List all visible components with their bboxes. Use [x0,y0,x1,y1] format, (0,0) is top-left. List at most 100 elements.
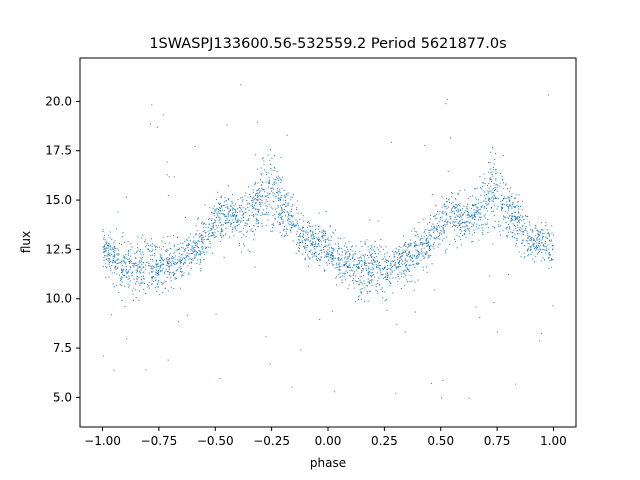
data-point [528,235,530,237]
data-point [500,206,502,208]
data-point [364,259,366,261]
data-point [196,242,198,244]
data-point [156,263,158,265]
data-point [359,291,361,293]
data-point [192,260,194,262]
data-point [539,232,541,234]
data-point [214,231,216,233]
data-point [331,257,333,259]
data-point [190,267,192,269]
data-point [137,270,139,272]
data-point [548,257,550,259]
data-point [211,252,213,254]
data-point [255,193,257,195]
data-point [429,247,431,249]
data-point [503,196,505,198]
data-point [213,221,215,223]
data-point [198,253,200,255]
data-point [172,263,174,265]
data-point [301,241,303,243]
data-point [201,240,203,242]
data-point [301,230,303,232]
data-point [277,190,279,192]
data-point [511,212,513,214]
data-point [460,238,462,240]
data-point [461,219,463,221]
data-point [224,220,226,222]
data-point [301,227,303,229]
data-point [276,196,278,198]
data-point [460,229,462,231]
data-point [318,239,320,240]
data-point [256,196,258,198]
data-point [252,208,254,210]
data-point [395,262,397,264]
data-point [401,260,403,262]
data-point [263,213,265,215]
data-point [202,247,204,249]
data-point [467,210,469,212]
data-point [332,252,334,254]
data-point [246,203,248,205]
data-point [162,263,164,265]
data-point [243,227,245,229]
data-point [529,245,531,247]
data-point [476,210,478,212]
data-point [345,261,347,263]
data-point [261,212,263,214]
data-point [228,211,230,213]
data-point [389,268,391,270]
data-point [217,211,219,213]
data-point [476,187,478,189]
data-point [300,236,302,238]
data-point [277,175,279,177]
data-point [106,244,108,246]
data-point [326,251,328,253]
data-point [209,217,211,219]
data-point [459,229,461,231]
data-point [509,215,511,217]
y-tick-label: 20.0 [45,94,72,108]
data-point [490,172,492,174]
data-point [125,270,127,272]
data-point [313,253,315,255]
data-point [448,198,450,200]
data-point [368,268,370,270]
data-point [401,252,403,254]
data-point [191,250,193,252]
data-point [541,242,543,244]
data-point [304,259,306,261]
data-point [311,256,313,258]
data-point [423,232,425,234]
data-point [480,205,482,207]
data-point [282,218,284,220]
data-point [542,236,544,238]
data-point [108,263,110,265]
data-point [213,205,215,207]
data-point [369,262,371,264]
data-point [169,254,171,256]
data-point [422,269,424,271]
data-point [408,256,410,258]
data-point [408,269,410,271]
data-point [229,222,231,224]
data-point [190,249,192,251]
data-point [388,280,390,282]
data-point [467,213,469,215]
data-point [292,240,294,242]
data-point [358,267,360,269]
data-point [241,251,243,253]
data-point [316,260,318,262]
data-point [362,268,364,270]
data-point [298,245,300,247]
data-point [283,195,285,197]
data-point [108,253,110,255]
data-point [502,207,504,209]
data-point [441,233,442,235]
data-point [548,235,550,237]
data-point [482,224,484,226]
data-point [376,267,378,269]
data-point [363,264,365,266]
data-point [121,236,123,238]
